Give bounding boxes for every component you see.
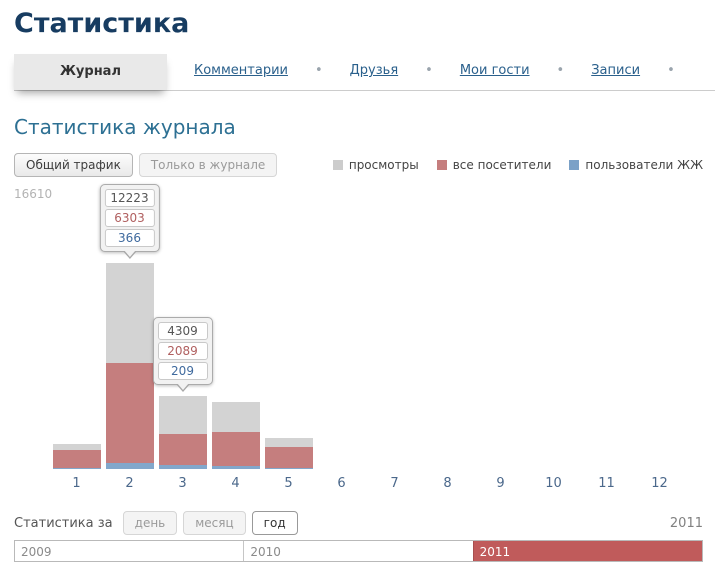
x-axis-label[interactable]: 12 <box>651 476 668 491</box>
chart-month-slot: 8 <box>421 189 474 491</box>
tooltip-value: 209 <box>157 362 208 380</box>
year-timeline: 2009 2010 2011 <box>14 540 703 562</box>
tooltip-value: 6303 <box>104 209 155 227</box>
x-axis-label[interactable]: 4 <box>231 476 240 491</box>
chart-month-slot: 2 12223 6303 366 <box>99 184 160 491</box>
bar-lj_users[interactable] <box>264 468 313 469</box>
chart-month-slot: 12 <box>633 189 686 491</box>
x-axis-label[interactable]: 6 <box>337 476 346 491</box>
bar-visitors[interactable] <box>264 447 313 469</box>
current-year-label: 2011 <box>669 515 703 531</box>
legend-lj-users: пользователи ЖЖ <box>569 158 703 172</box>
page-title: Статистика <box>14 8 190 39</box>
toggle-total-traffic-button[interactable]: Общий трафик <box>14 153 133 177</box>
x-axis-label[interactable]: 1 <box>72 476 81 491</box>
timeline-segment-2009[interactable]: 2009 <box>21 545 52 559</box>
bar-tooltip: 12223 6303 366 <box>99 184 160 259</box>
legend-visitors-label: все посетители <box>452 158 552 172</box>
tooltip-value: 12223 <box>104 189 155 207</box>
chart-month-slot: 6 <box>315 189 368 491</box>
chart-month-slot: 5 <box>262 189 315 491</box>
x-axis-label[interactable]: 8 <box>443 476 452 491</box>
legend-views: просмотры <box>332 158 419 172</box>
chart-legend: просмотры все посетители пользователи ЖЖ <box>315 158 703 172</box>
chart-month-slot: 4 <box>209 189 262 491</box>
x-axis-label[interactable]: 5 <box>284 476 293 491</box>
bar-lj_users[interactable] <box>105 463 154 469</box>
period-year-button[interactable]: год <box>251 511 298 535</box>
timeline-segment-2011[interactable]: 2011 <box>472 541 702 561</box>
x-axis-label[interactable]: 9 <box>496 476 505 491</box>
x-axis-label[interactable]: 3 <box>178 476 187 491</box>
chart-area: 16610 1 2 12223 6303 366 3 4309 2089 209 4 5 6 7 8 9 10… <box>14 184 703 497</box>
tab-friends[interactable]: Друзья <box>349 63 399 78</box>
bar-lj_users[interactable] <box>52 468 101 469</box>
bar-chart: 1 2 12223 6303 366 3 4309 2089 209 4 5 6 7 8 9 10 11 12 <box>50 184 703 491</box>
tab-separator-icon: • <box>667 63 675 78</box>
chart-month-slot: 7 <box>368 189 421 491</box>
bar-visitors[interactable] <box>211 432 260 469</box>
legend-views-label: просмотры <box>348 158 419 172</box>
toggle-journal-only-button[interactable]: Только в журнале <box>138 153 278 177</box>
period-controls: Статистика за день месяц год 2011 <box>14 511 703 535</box>
chart-month-slot: 1 <box>50 189 103 491</box>
x-axis-label[interactable]: 11 <box>598 476 615 491</box>
tooltip-value: 366 <box>104 229 155 247</box>
tooltip-value: 4309 <box>157 322 208 340</box>
tab-entries[interactable]: Записи <box>591 63 641 78</box>
period-day-button[interactable]: день <box>122 511 178 535</box>
chart-month-slot: 11 <box>580 189 633 491</box>
views-swatch-icon <box>332 160 343 170</box>
timeline-segment-2010[interactable]: 2010 <box>243 541 472 561</box>
x-axis-label[interactable]: 2 <box>125 476 134 491</box>
bar-visitors[interactable] <box>158 434 207 469</box>
y-axis-max-label: 16610 <box>14 187 53 201</box>
chart-month-slot: 3 4309 2089 209 <box>152 189 213 491</box>
chart-controls: Общий трафик Только в журнале просмотры … <box>14 153 703 177</box>
tab-separator-icon: • <box>556 63 565 78</box>
tab-journal[interactable]: Журнал <box>14 54 167 90</box>
bar-lj_users[interactable] <box>211 466 260 469</box>
bar-lj_users[interactable] <box>158 465 207 469</box>
bar-visitors[interactable] <box>52 450 101 469</box>
x-axis-label[interactable]: 7 <box>390 476 399 491</box>
legend-lj-users-label: пользователи ЖЖ <box>585 158 703 172</box>
bar-visitors[interactable] <box>105 363 154 469</box>
chart-month-slot: 9 <box>474 189 527 491</box>
period-month-button[interactable]: месяц <box>183 511 246 535</box>
tab-my-guests[interactable]: Мои гости <box>459 63 530 78</box>
tooltip-value: 2089 <box>157 342 208 360</box>
legend-visitors: все посетители <box>436 158 552 172</box>
period-label: Статистика за <box>14 515 113 531</box>
tab-separator-icon: • <box>425 63 433 78</box>
x-axis-label[interactable]: 10 <box>545 476 562 491</box>
chart-month-slot: 10 <box>527 189 580 491</box>
tab-bar: Журнал Комментарии • Друзья • Мои гости … <box>14 53 715 91</box>
bar-tooltip: 4309 2089 209 <box>152 317 213 392</box>
tab-comments[interactable]: Комментарии <box>193 63 288 78</box>
tab-separator-icon: • <box>314 63 323 78</box>
lj-users-swatch-icon <box>569 160 580 170</box>
section-title: Статистика журнала <box>14 115 236 139</box>
visitors-swatch-icon <box>436 160 447 170</box>
